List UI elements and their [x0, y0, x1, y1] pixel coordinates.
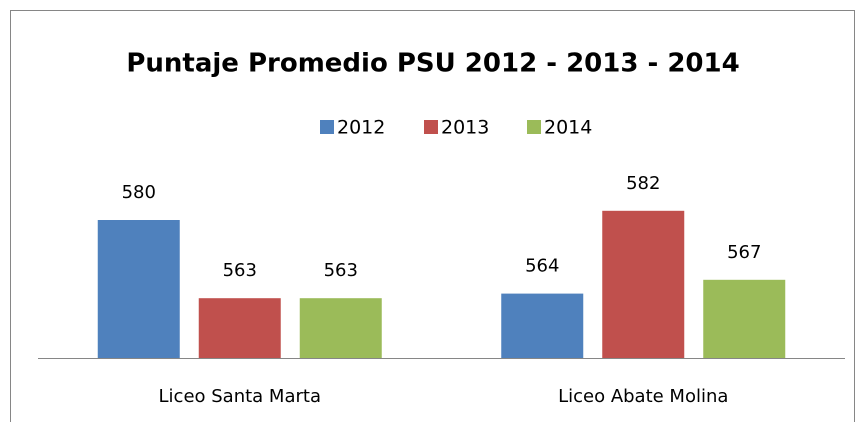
- bar: [198, 298, 281, 358]
- bar: [703, 279, 786, 358]
- x-tick-label: Liceo Santa Marta: [159, 386, 321, 407]
- data-label: 567: [727, 242, 761, 263]
- bar: [97, 220, 180, 358]
- bar: [501, 293, 584, 358]
- legend-swatch: [424, 120, 438, 134]
- data-label: 580: [122, 182, 156, 203]
- legend-label: 2014: [544, 117, 592, 139]
- legend-label: 2013: [441, 117, 489, 139]
- bar: [299, 298, 382, 358]
- data-label: 563: [223, 260, 257, 281]
- chart-title: Puntaje Promedio PSU 2012 - 2013 - 2014: [126, 49, 739, 79]
- legend-swatch: [320, 120, 334, 134]
- legend-label: 2012: [337, 117, 385, 139]
- bar: [602, 210, 685, 358]
- data-label: 582: [626, 173, 660, 194]
- data-label: 564: [525, 256, 559, 277]
- data-label: 563: [324, 260, 358, 281]
- legend-swatch: [527, 120, 541, 134]
- x-tick-label: Liceo Abate Molina: [558, 386, 728, 407]
